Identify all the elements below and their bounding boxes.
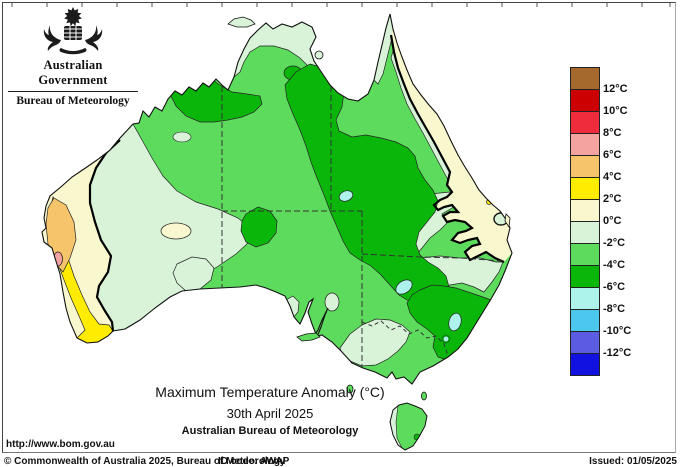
legend-color-box: [570, 287, 600, 310]
legend-color-box: [570, 67, 600, 90]
legend-color-box: [570, 111, 600, 134]
legend-label: -6°C: [603, 281, 626, 293]
top-tick-marks: [11, 3, 671, 7]
king-island: [346, 384, 354, 394]
bom-logo-block: Australian Government Bureau of Meteorol…: [8, 6, 138, 107]
region-sa-green: [240, 206, 278, 248]
id-code: ID code: AWAP: [218, 456, 290, 467]
map-agency: Australian Bureau of Meteorology: [181, 425, 359, 437]
map-title: Maximum Temperature Anomaly (°C): [155, 384, 385, 400]
legend-boxes: [570, 67, 600, 376]
legend-color-box: [570, 331, 600, 354]
legend-label: 0°C: [603, 215, 622, 227]
region-nullarbor-palegreen: [172, 256, 215, 292]
copyright-text: © Commonwealth of Australia 2025, Bureau…: [4, 456, 286, 467]
legend-color-box: [570, 133, 600, 156]
fraser-island: [504, 213, 511, 229]
legend-label: 4°C: [603, 171, 622, 183]
region-vic-palegreen: [339, 318, 411, 367]
title-block: Maximum Temperature Anomaly (°C) 30th Ap…: [95, 384, 445, 437]
legend-color-box: [570, 177, 600, 200]
legend-label: -12°C: [603, 347, 632, 359]
gov-title: Australian Government: [38, 58, 108, 87]
region-vic-cyan-ring: [441, 334, 451, 344]
logo-divider: [8, 91, 138, 92]
region-wqld-cyan: [338, 190, 354, 202]
legend-label: 10°C: [603, 105, 628, 117]
kangaroo-island: [296, 332, 321, 342]
legend-label: -2°C: [603, 237, 626, 249]
map-date: 30th April 2025: [226, 406, 314, 421]
legend-label: 8°C: [603, 127, 622, 139]
legend-color-box: [570, 199, 600, 222]
legend-label: 6°C: [603, 149, 622, 161]
region-nsw-cyan: [395, 279, 413, 295]
legend-label: -10°C: [603, 325, 632, 337]
region-west-cream: [42, 140, 120, 343]
legend-color-box: [570, 243, 600, 266]
bom-url: http://www.bom.gov.au: [6, 439, 115, 450]
tasmania-coastline: [389, 402, 428, 451]
legend-color-box: [570, 309, 600, 332]
flinders-island: [421, 391, 427, 401]
zero-contour-west: [88, 139, 121, 332]
legend-label: -4°C: [603, 259, 626, 271]
legend-color-box: [570, 155, 600, 178]
region-bight-cream-dot: [187, 291, 197, 299]
region-east-cream: [391, 29, 512, 262]
legend-label: 12°C: [603, 83, 628, 95]
melville-island: [227, 16, 256, 28]
zero-contour-east: [389, 34, 505, 264]
region-adelaide-palegreen: [324, 292, 340, 312]
state-borders: [221, 86, 504, 367]
region-alpine-cyan: [448, 312, 462, 332]
legend-color-box: [570, 89, 600, 112]
legend-label: -8°C: [603, 303, 626, 315]
region-gascoyne-cream-spot: [160, 222, 192, 240]
mainland-coastline: [41, 13, 513, 385]
legend-color-box: [570, 353, 600, 376]
anomaly-regions: [42, 14, 512, 367]
bom-title: Bureau of Meteorology: [16, 95, 130, 107]
tasmania-green-spot-2: [418, 442, 424, 448]
legend-color-box: [570, 265, 600, 288]
coat-of-arms-icon: [43, 7, 103, 55]
legend-label: 2°C: [603, 193, 622, 205]
groote-eylandt: [314, 50, 324, 60]
map-frame: [2, 2, 676, 453]
region-pilbara-palegreen-spot: [172, 131, 192, 143]
legend-color-box: [570, 221, 600, 244]
issued-date: Issued: 01/05/2025: [589, 456, 677, 467]
